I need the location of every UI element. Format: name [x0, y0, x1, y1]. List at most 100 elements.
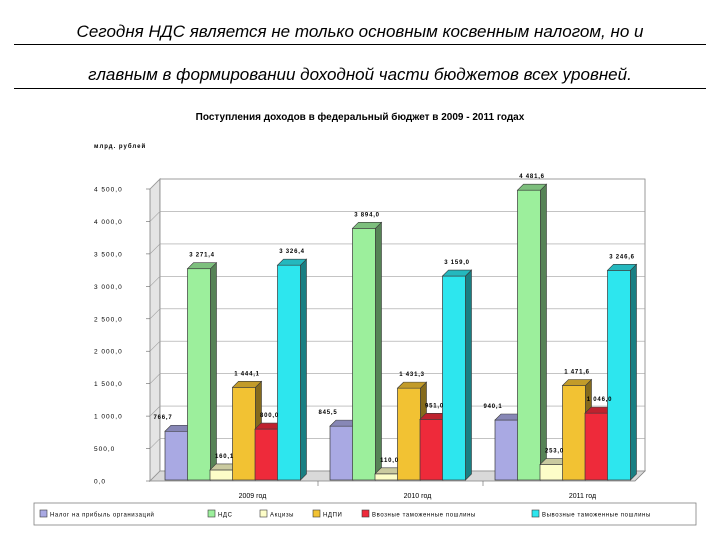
y-tick-label: 4 500,0	[94, 187, 123, 194]
text-underline-1	[14, 44, 706, 45]
bar	[441, 269, 473, 481]
y-tick-label: 1 500,0	[94, 381, 123, 388]
bar	[516, 183, 548, 481]
gridline	[149, 308, 645, 319]
data-label: 160,1	[215, 454, 234, 460]
x-tick-labels: 2009 год 2010 год 2011 год	[239, 493, 596, 500]
bar-front	[352, 227, 376, 481]
bar-front	[164, 430, 189, 481]
gridline	[149, 405, 645, 417]
bar-front	[277, 264, 301, 481]
legend-swatch	[361, 509, 370, 518]
y-tick-label: 3 500,0	[94, 251, 123, 258]
legend-label: НДПИ	[323, 513, 342, 519]
text-underline-2	[14, 88, 706, 89]
data-label: 3 894,0	[354, 212, 380, 218]
y-tick-label: 4 000,0	[94, 219, 123, 226]
bar-front	[329, 425, 354, 481]
gridline	[149, 373, 645, 384]
bar-front	[517, 189, 541, 481]
bar-front	[494, 419, 519, 481]
legend-label: НДС	[218, 513, 233, 519]
bar-top	[351, 222, 383, 229]
gridline	[149, 276, 645, 287]
data-label: 1 444,1	[234, 371, 260, 377]
bar-front	[442, 275, 466, 481]
bar-side	[630, 263, 637, 481]
data-label: 766,7	[153, 415, 172, 421]
y-tick-label: 0,0	[94, 479, 106, 486]
bar-front	[374, 473, 399, 481]
data-label: 253,0	[545, 449, 564, 455]
bar-front	[607, 269, 631, 481]
chart-bars	[164, 183, 638, 481]
bar-front	[254, 428, 279, 481]
y-tick-label: 2 500,0	[94, 316, 123, 323]
bar	[351, 221, 383, 481]
bar-front	[232, 386, 256, 481]
bar-front	[397, 387, 421, 481]
bar-front	[187, 268, 211, 481]
data-label: 845,5	[318, 410, 337, 416]
bar-front	[419, 418, 444, 481]
chart-title: Поступления доходов в федеральный бюджет…	[196, 111, 525, 123]
x-tick-label: 2011 год	[569, 493, 596, 500]
data-label: 3 246,6	[609, 254, 635, 260]
chart-legend: Налог на прибыль организаций НДС Акцизы НДП…	[33, 502, 697, 526]
bar-top	[396, 381, 428, 389]
legend-swatch	[531, 509, 540, 518]
bar-top	[606, 264, 638, 271]
y-axis-label: млрд. рублей	[94, 143, 146, 150]
gridline	[149, 243, 645, 255]
bar-front	[539, 464, 564, 481]
data-label: 3 271,4	[189, 253, 215, 259]
side-wall	[149, 178, 161, 482]
x-tick-label: 2010 год	[404, 493, 432, 500]
data-label: 951,0	[425, 403, 444, 409]
bar-chart: Поступления доходов в федеральный бюджет…	[33, 111, 697, 526]
y-tick-label: 2 000,0	[94, 349, 123, 356]
bar	[276, 258, 308, 481]
legend-label: Ввозные таможенные пошлины	[372, 513, 476, 519]
bar-front	[584, 412, 609, 481]
data-label: 1 431,3	[399, 372, 425, 378]
bar-front	[209, 469, 234, 481]
gridline	[149, 470, 645, 482]
bar	[606, 263, 638, 481]
bar-side	[375, 221, 382, 481]
legend-swatch	[39, 509, 48, 518]
chart-gridlines	[146, 178, 645, 486]
legend-label: Налог на прибыль организаций	[50, 512, 155, 519]
bar-top	[276, 258, 308, 266]
legend-swatch	[259, 509, 268, 518]
y-tick-label: 500,0	[94, 446, 115, 453]
gridline	[149, 438, 645, 449]
data-label: 940,1	[483, 404, 502, 410]
legend-swatch	[312, 509, 321, 518]
slide-text-line-1: Сегодня НДС является не только основным …	[76, 22, 644, 41]
slide-text-line-2: главным в формировании доходной части бю…	[88, 65, 632, 84]
bar	[396, 381, 428, 481]
data-label: 1 046,0	[587, 397, 613, 403]
bar-side	[300, 258, 307, 481]
legend-swatch	[207, 509, 216, 518]
y-tick-label: 3 000,0	[94, 284, 123, 291]
bar-top	[441, 269, 473, 277]
data-label: 800,0	[260, 413, 279, 419]
data-label: 1 471,6	[564, 370, 590, 376]
bar-side	[465, 269, 472, 481]
bar-top	[516, 183, 548, 191]
data-label: 110,0	[380, 458, 399, 464]
gridline	[149, 178, 645, 190]
bar-front	[562, 385, 586, 481]
data-label: 3 159,0	[444, 260, 470, 266]
x-tick-label: 2009 год	[239, 493, 267, 500]
gridline	[149, 340, 645, 352]
y-tick-labels: 0,0 500,0 1 000,0 1 500,0 2 000,0 2 500,0 3 00…	[94, 187, 123, 486]
data-label: 4 481,6	[519, 174, 545, 180]
gridline	[149, 211, 645, 222]
data-label: 3 326,4	[279, 249, 305, 255]
bar-top	[561, 379, 593, 386]
bar-top	[231, 380, 263, 388]
legend-label: Акцизы	[270, 513, 294, 519]
